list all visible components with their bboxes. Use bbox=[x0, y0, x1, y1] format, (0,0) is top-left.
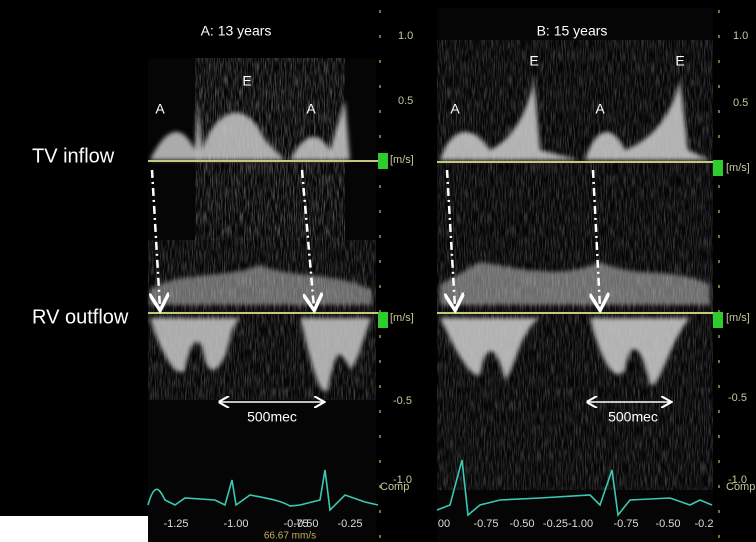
wave-label: E bbox=[529, 53, 538, 69]
scale-label: [m/s] bbox=[726, 162, 750, 174]
time-label: 00 bbox=[438, 518, 450, 530]
time-label: -0.50 bbox=[509, 518, 534, 530]
scale-label: [m/s] bbox=[390, 312, 414, 324]
doppler-right bbox=[437, 8, 713, 542]
scale-label: [m/s] bbox=[390, 154, 414, 166]
panel-title: A: 13 years bbox=[201, 23, 272, 39]
ecg bbox=[147, 459, 713, 517]
time-label: -0.2 bbox=[695, 518, 714, 530]
scale-label: -1.0 bbox=[393, 474, 412, 486]
wave-label: A bbox=[595, 101, 605, 117]
time-label: -1.25 bbox=[163, 518, 188, 530]
corner bbox=[0, 516, 148, 542]
time-label: -0.25 bbox=[337, 518, 362, 530]
sweep-speed: 66.67 mm/s bbox=[264, 531, 316, 542]
time-label: -0.50 bbox=[293, 518, 318, 530]
time-label: -0.75 bbox=[473, 518, 498, 530]
panel-title: B: 15 years bbox=[537, 23, 608, 39]
time-label: -0.50 bbox=[655, 518, 680, 530]
doppler-left bbox=[148, 58, 378, 542]
timing-arrows bbox=[152, 169, 600, 308]
time-label: -0.75 bbox=[613, 518, 638, 530]
scale-label: -1.0 bbox=[728, 474, 747, 486]
wave-label: A bbox=[450, 101, 460, 117]
scale-label: -0.5 bbox=[728, 392, 747, 404]
scale-label: 1.0 bbox=[398, 30, 413, 42]
baseline-marker bbox=[378, 312, 388, 328]
time-label: -1.00 bbox=[223, 518, 248, 530]
time-label: -0.25-1.00 bbox=[543, 518, 593, 530]
time-axis: -1.25 -1.00 -0.75-0.50 -0.25 00 -0.75 -0.50 -0.… bbox=[163, 518, 713, 530]
scale-label: -0.5 bbox=[393, 395, 412, 407]
scale-label: 1.0 bbox=[733, 30, 748, 42]
baseline-marker bbox=[378, 153, 388, 169]
wave-label: A bbox=[155, 101, 165, 117]
baseline-marker bbox=[713, 312, 723, 328]
scale-label: [m/s] bbox=[726, 312, 750, 324]
time-label: -0.75 bbox=[283, 518, 308, 530]
row-label: RV outflow bbox=[32, 306, 129, 328]
scale-label: Comp bbox=[380, 481, 409, 493]
scale-label: 0.5 bbox=[733, 97, 748, 109]
interval-label: 500mec bbox=[608, 409, 658, 425]
scale-label: 0.5 bbox=[398, 95, 413, 107]
scale-label: Comp bbox=[726, 481, 755, 493]
wave-label: A bbox=[306, 101, 316, 117]
interval-label: 500mec bbox=[247, 409, 297, 425]
baseline-marker bbox=[713, 160, 723, 176]
wave-label: E bbox=[675, 53, 684, 69]
row-label: TV inflow bbox=[32, 145, 115, 167]
wave-label: E bbox=[242, 73, 251, 89]
